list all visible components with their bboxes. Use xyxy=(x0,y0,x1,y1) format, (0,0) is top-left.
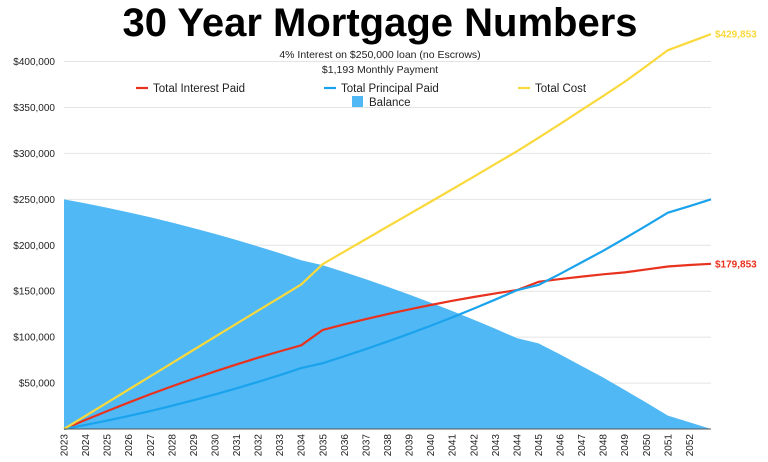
line-layer xyxy=(63,33,712,431)
x-tick-label: 2048 xyxy=(599,434,610,457)
x-tick-label: 2023 xyxy=(60,434,71,457)
x-tick-label: 2031 xyxy=(232,434,243,457)
x-tick-label: 2043 xyxy=(491,434,502,457)
y-tick-label: $100,000 xyxy=(13,333,55,344)
x-tick-label: 2033 xyxy=(275,434,286,457)
x-tick-label: 2039 xyxy=(405,434,416,457)
y-tick-label: $50,000 xyxy=(19,379,56,390)
series-total-principal-paid-line xyxy=(63,198,712,431)
legend-swatch-balance xyxy=(352,96,363,107)
series-total-interest-paid-line xyxy=(63,262,712,431)
end-label-2: $429,853 xyxy=(715,30,757,41)
x-tick-label: 2028 xyxy=(167,434,178,457)
y-tick-label: $250,000 xyxy=(13,195,55,206)
y-tick-label: $150,000 xyxy=(13,287,55,298)
x-tick-label: 2046 xyxy=(556,434,567,457)
end-labels: $179,853 $429,853 xyxy=(715,30,757,271)
x-tick-label: 2050 xyxy=(642,434,653,457)
legend-label-total-cost: Total Cost xyxy=(535,83,587,95)
y-tick-label: $300,000 xyxy=(13,149,55,160)
y-tick-label: $200,000 xyxy=(13,241,55,252)
end-label-0: $179,853 xyxy=(715,259,757,270)
x-tick-label: 2038 xyxy=(383,434,394,457)
x-tick-label: 2026 xyxy=(124,434,135,457)
y-tick-label: $400,000 xyxy=(13,57,55,68)
x-tick-label: 2042 xyxy=(469,434,480,457)
x-tick-label: 2037 xyxy=(361,434,372,457)
series-total-cost-line xyxy=(63,33,712,430)
x-tick-label: 2052 xyxy=(685,434,696,457)
x-tick-label: 2025 xyxy=(103,434,114,457)
y-axis: $50,000 $100,000 $150,000 $200,000 $250,000 $… xyxy=(13,57,55,390)
legend: Total Interest Paid Total Principal Paid T… xyxy=(136,83,587,109)
chart-title: 30 Year Mortgage Numbers xyxy=(122,1,637,45)
legend-label-total-principal-paid: Total Principal Paid xyxy=(341,83,439,95)
x-tick-label: 2034 xyxy=(297,434,308,457)
legend-label-total-interest-paid: Total Interest Paid xyxy=(153,83,245,95)
x-tick-label: 2030 xyxy=(210,434,221,457)
x-tick-label: 2027 xyxy=(146,434,157,457)
y-tick-label: $350,000 xyxy=(13,103,55,114)
legend-label-balance: Balance xyxy=(369,97,411,109)
x-tick-label: 2049 xyxy=(620,434,631,457)
x-tick-label: 2041 xyxy=(448,434,459,457)
x-tick-label: 2035 xyxy=(318,434,329,457)
x-tick-label: 2036 xyxy=(340,434,351,457)
x-tick-label: 2024 xyxy=(81,434,92,457)
x-axis: 2023 2024 2025 2026 2027 2028 2029 2030 2031 2032… xyxy=(60,428,711,457)
x-tick-label: 2032 xyxy=(254,434,265,457)
x-tick-label: 2029 xyxy=(189,434,200,457)
x-tick-label: 2040 xyxy=(426,434,437,457)
chart-subtitle-line-1: 4% Interest on $250,000 loan (no Escrows… xyxy=(279,49,480,61)
x-tick-label: 2044 xyxy=(512,434,523,457)
chart-subtitle-line-2: $1,193 Monthly Payment xyxy=(322,64,438,76)
x-tick-label: 2051 xyxy=(663,434,674,457)
x-tick-label: 2045 xyxy=(534,434,545,457)
x-tick-label: 2047 xyxy=(577,434,588,457)
